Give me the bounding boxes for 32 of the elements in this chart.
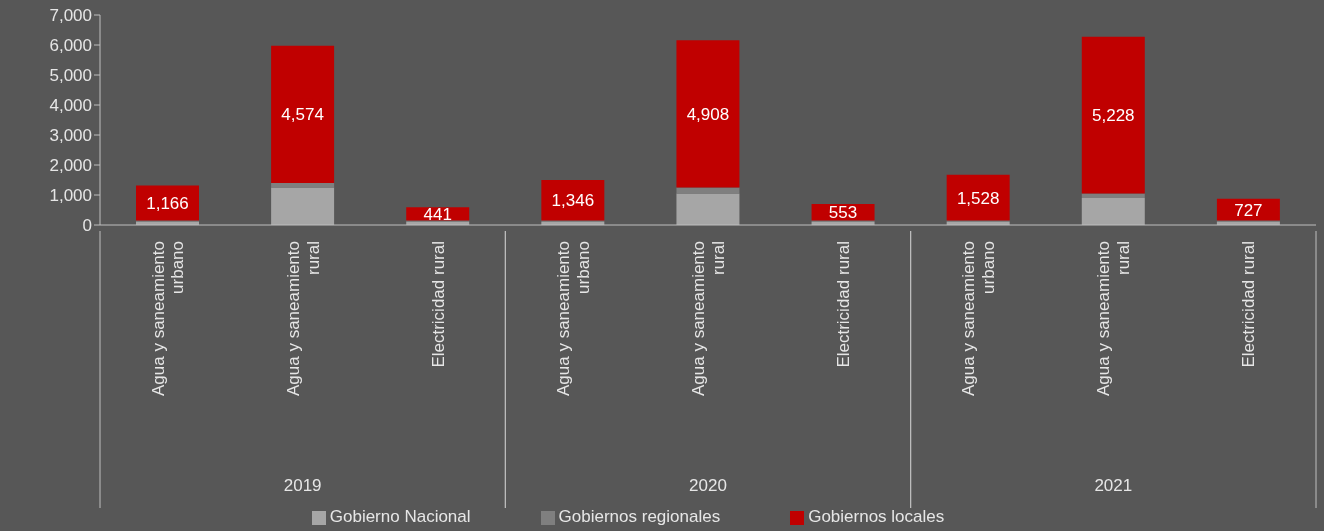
text: 2019 xyxy=(283,476,322,495)
data-label: 553 xyxy=(828,203,858,223)
x-tick-label: Electricidad rural xyxy=(834,241,854,368)
y-tick-label: 3,000 xyxy=(49,126,92,146)
x-tick-label: Agua y saneamiento rural xyxy=(688,241,728,396)
text: 2021 xyxy=(1094,476,1133,495)
x-tick-label: Agua y saneamiento urbano xyxy=(148,241,188,396)
data-label: 1,166 xyxy=(146,194,189,214)
y-tick-label: 5,000 xyxy=(49,66,92,86)
legend-label: Gobiernos regionales xyxy=(558,507,721,526)
x-tick-label: Agua y saneamiento urbano xyxy=(959,241,999,396)
data-label: 727 xyxy=(1234,200,1263,220)
x-tick-label: Electricidad rural xyxy=(428,241,448,368)
data-label: 5,228 xyxy=(1092,106,1135,126)
text: 2020 xyxy=(689,476,727,495)
data-label: 1,528 xyxy=(956,188,1000,208)
data-label: 1,346 xyxy=(551,191,595,211)
y-tick-label: 1,000 xyxy=(49,186,92,206)
y-tick-label: 4,000 xyxy=(49,96,92,116)
x-tick-label: Agua y saneamiento urbano xyxy=(553,241,593,396)
data-label: 441 xyxy=(423,204,452,224)
data-label: 4,908 xyxy=(686,104,730,124)
x-tick-label: Electricidad rural xyxy=(1239,241,1259,368)
legend-label: Gobierno Nacional xyxy=(329,507,471,526)
y-tick-label: 6,000 xyxy=(49,36,92,56)
x-tick-label: Agua y saneamiento rural xyxy=(1094,241,1134,396)
y-tick-label: 0 xyxy=(82,216,92,236)
y-tick-label: 2,000 xyxy=(49,156,92,176)
y-tick-label: 7,000 xyxy=(49,6,92,26)
x-tick-label: Agua y saneamiento rural xyxy=(283,241,323,396)
data-label: 4,574 xyxy=(281,105,324,125)
legend-label: Gobiernos locales xyxy=(808,507,945,526)
